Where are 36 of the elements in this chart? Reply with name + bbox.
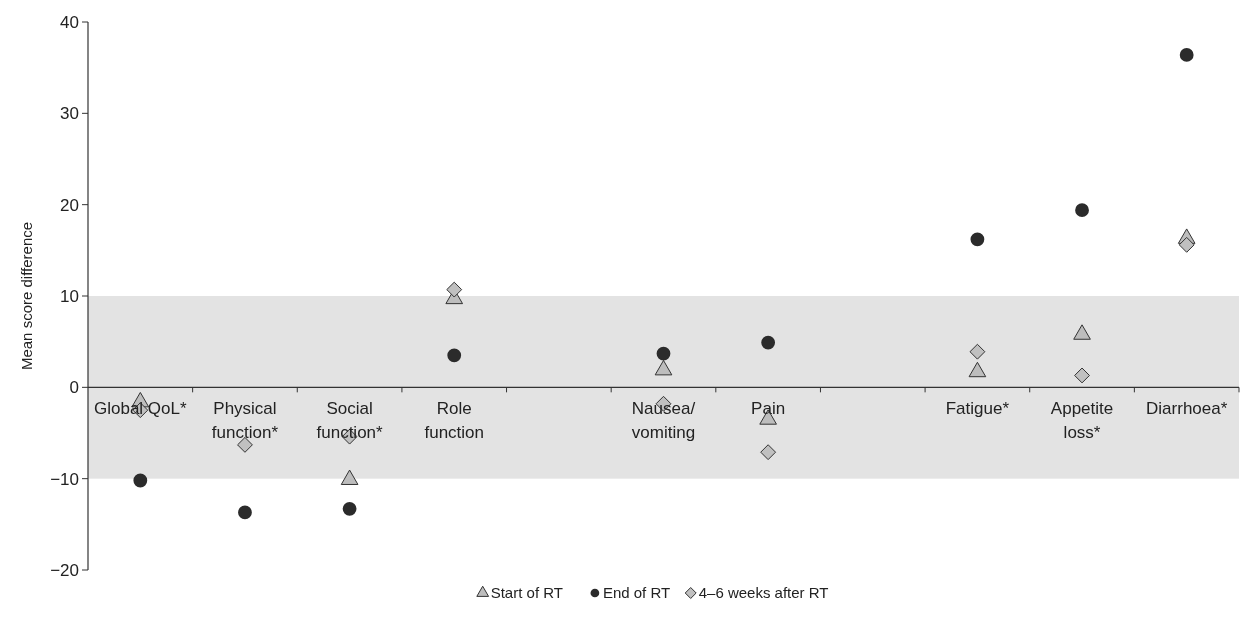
point <box>340 469 359 485</box>
point <box>133 473 148 488</box>
y-tick-label: 20 <box>60 195 79 215</box>
y-tick-label: 10 <box>60 286 79 306</box>
point <box>447 348 462 363</box>
y-tick-label: 30 <box>60 104 79 124</box>
legend-label: End of RT <box>602 584 671 602</box>
legend-label: Start of RT <box>490 584 563 602</box>
x-tick-label: Nausea/vomiting <box>631 399 696 443</box>
x-tick-label: Role function <box>424 399 484 443</box>
x-tick-label: Diarrhoea* <box>1146 399 1228 419</box>
point <box>1074 367 1090 384</box>
x-tick-label: Pain <box>751 399 786 419</box>
point <box>969 343 986 360</box>
y-tick-label: 40 <box>60 12 79 32</box>
point <box>1179 47 1194 62</box>
x-tick-label: Appetite loss* <box>1050 399 1114 443</box>
point <box>970 232 985 247</box>
point <box>342 501 357 516</box>
y-tick-label: −10 <box>50 469 79 489</box>
point <box>760 444 777 461</box>
y-tick-label: −20 <box>50 560 79 580</box>
point <box>654 359 673 376</box>
point <box>1073 324 1091 340</box>
point <box>1178 236 1195 253</box>
point <box>761 335 776 350</box>
x-tick-label: Fatigue* <box>945 399 1010 419</box>
point <box>656 346 671 361</box>
legend-label: 4–6 weeks after RT <box>698 584 829 602</box>
point <box>238 505 252 520</box>
point <box>968 361 987 378</box>
point <box>446 281 463 298</box>
x-tick-label: Physical function* <box>211 399 279 443</box>
y-axis-title: Mean score difference <box>18 221 35 371</box>
y-tick-label: 0 <box>69 378 79 398</box>
point <box>1075 203 1089 218</box>
